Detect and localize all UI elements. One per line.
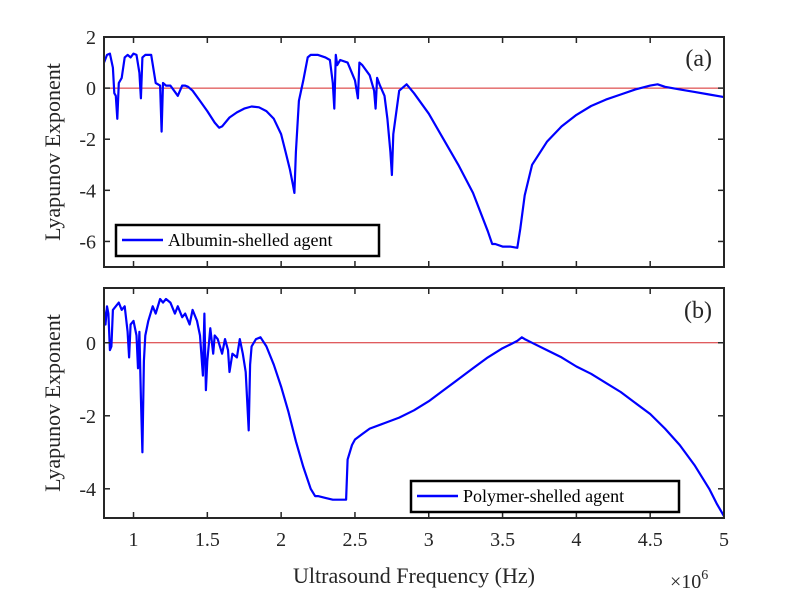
panel-a-series bbox=[102, 52, 725, 249]
panel-a-legend: Albumin-shelled agent bbox=[114, 223, 381, 258]
x-tick-label: 1.5 bbox=[195, 529, 220, 551]
x-tick-label: 5 bbox=[719, 529, 729, 551]
y-tick-label: 2 bbox=[86, 27, 96, 49]
panel-b-axes-box bbox=[103, 287, 725, 519]
panel-a-x-ticks bbox=[132, 37, 725, 267]
y-tick-label: -4 bbox=[79, 479, 96, 501]
panel-b-y-axis-label: Lyapunov Exponent bbox=[40, 314, 65, 492]
y-tick-label: -6 bbox=[79, 231, 96, 253]
panel-b-y-ticks: -4 -2 0 bbox=[79, 333, 724, 501]
y-tick-label: 0 bbox=[86, 333, 96, 355]
x-tick-label: 3.5 bbox=[490, 529, 515, 551]
x-tick-label: 4.5 bbox=[638, 529, 663, 551]
panel-b-legend-box bbox=[409, 479, 681, 514]
panel-a: -6 -4 -2 0 2 (a) Lyapunov Exponent Albumin-s… bbox=[40, 27, 725, 268]
x-tick-label: 3 bbox=[424, 529, 434, 551]
panel-a-legend-label: Albumin-shelled agent bbox=[168, 230, 332, 250]
x-tick-label: 2 bbox=[276, 529, 286, 551]
series-line-0 bbox=[102, 52, 725, 249]
panel-a-axes-box bbox=[103, 36, 725, 268]
x-tick-label: 2.5 bbox=[342, 529, 367, 551]
panel-a-label: (a) bbox=[685, 46, 712, 72]
x-tick-label: 1 bbox=[129, 529, 139, 551]
x-tick-label: 4 bbox=[571, 529, 581, 551]
series-line-0 bbox=[102, 297, 725, 517]
panel-b-legend: Polymer-shelled agent bbox=[409, 479, 681, 514]
y-tick-label: 0 bbox=[86, 78, 96, 100]
panel-b-label: (b) bbox=[684, 298, 712, 324]
panel-a-y-axis-label: Lyapunov Exponent bbox=[40, 63, 65, 241]
panel-b-series bbox=[102, 297, 725, 517]
y-tick-label: -2 bbox=[79, 406, 96, 428]
panel-a-y-ticks: -6 -4 -2 0 2 bbox=[79, 27, 724, 253]
y-tick-label: -2 bbox=[79, 129, 96, 151]
panel-b-legend-label: Polymer-shelled agent bbox=[463, 486, 624, 506]
panel-b: -4 -2 0 1 1.5 2 2.5 3 3.5 4 4.5 5 (b) Lyapunov Exp… bbox=[40, 287, 729, 593]
panel-b-x-ticks: 1 1.5 2 2.5 3 3.5 4 4.5 5 bbox=[129, 288, 729, 551]
y-tick-label: -4 bbox=[79, 180, 96, 202]
x-axis-exponent: 6 bbox=[701, 568, 708, 583]
x-axis-label: Ultrasound Frequency (Hz) bbox=[293, 563, 535, 588]
panel-b-plot-area bbox=[104, 288, 724, 518]
